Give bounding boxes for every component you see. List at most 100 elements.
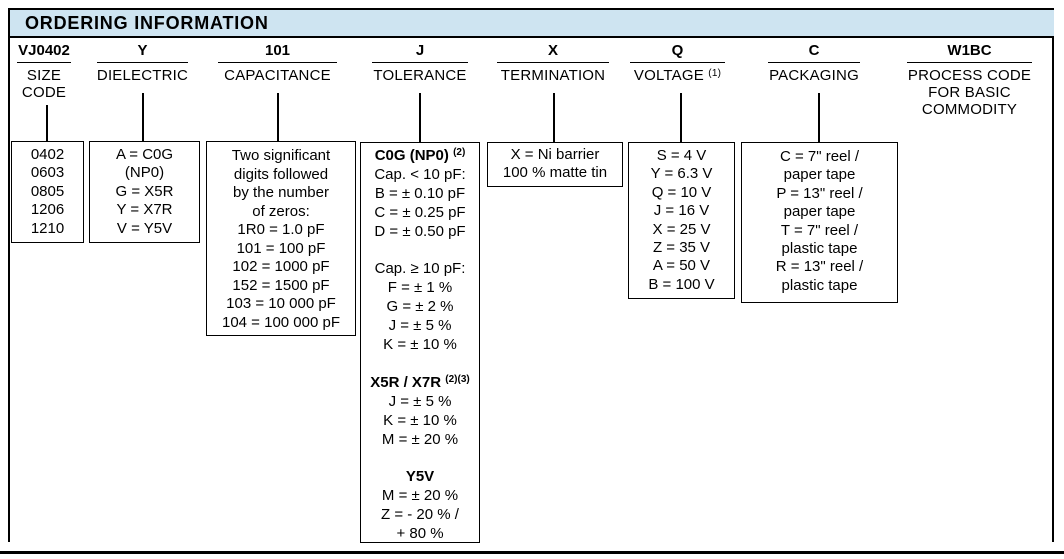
size-code-box: 0402 0603 0805 1206 1210	[11, 141, 84, 243]
box-line: T = 7" reel /	[780, 221, 859, 239]
part-label-packaging: PACKAGING	[769, 67, 859, 84]
box-line: paper tape	[783, 203, 856, 221]
box-line: C = 7" reel /	[779, 148, 860, 165]
voltage-footnote-marker: (1)	[708, 68, 722, 79]
box-line	[361, 355, 479, 374]
box-line: 100 % matte tin	[502, 164, 608, 182]
box-line: C = ± 0.25 pF	[374, 203, 466, 221]
box-line: (NP0)	[124, 164, 165, 182]
box-line: K = ± 10 %	[383, 336, 457, 354]
box-line: X5R / X7R (2)(3)	[370, 373, 470, 391]
box-line: A = C0G	[115, 146, 174, 163]
voltage-label-text: VOLTAGE	[633, 67, 704, 84]
part-label-process: PROCESS CODE FOR BASIC COMMODITY	[907, 67, 1032, 118]
box-line: paper tape	[783, 166, 856, 184]
column-termination: X TERMINATION	[497, 42, 609, 84]
box-line: 152 = 1500 pF	[232, 276, 330, 294]
section-title: ORDERING INFORMATION	[25, 12, 269, 33]
box-line: digits followed	[233, 165, 329, 183]
box-line: K = ± 10 %	[383, 411, 457, 429]
connector-voltage	[680, 93, 682, 143]
column-voltage: Q VOLTAGE (1)	[630, 42, 725, 86]
box-line: 0402	[30, 146, 65, 163]
box-line: A = 50 V	[652, 257, 711, 275]
part-code-packaging: C	[768, 42, 860, 63]
box-line: 102 = 1000 pF	[232, 258, 330, 275]
connector-tolerance	[419, 93, 421, 143]
box-line: P = 13" reel /	[776, 184, 863, 202]
connector-packaging	[818, 93, 820, 143]
part-label-size: SIZE CODE	[21, 67, 67, 101]
part-label-dielectric: DIELECTRIC	[96, 67, 189, 84]
connector-termination	[553, 93, 555, 143]
column-capacitance: 101 CAPACITANCE	[218, 42, 337, 84]
box-line: Z = - 20 % /	[381, 506, 459, 524]
capacitance-box: Two significant digits followed by the num…	[206, 141, 356, 336]
box-line: 0603	[30, 164, 65, 182]
box-line: J = ± 5 %	[388, 392, 452, 410]
part-code-voltage: Q	[630, 42, 725, 63]
box-line: 1210	[30, 219, 65, 237]
column-process-code: W1BC PROCESS CODE FOR BASIC COMMODITY	[907, 42, 1032, 118]
dielectric-box: A = C0G (NP0) G = X5R Y = X7R V = Y5V	[89, 141, 200, 243]
column-dielectric: Y DIELECTRIC	[97, 42, 188, 84]
box-line: J = 16 V	[653, 202, 710, 220]
box-line: B = ± 0.10 pF	[374, 184, 466, 202]
part-code-size: VJ0402	[17, 42, 71, 63]
box-line: D = ± 0.50 pF	[374, 222, 466, 240]
box-line: S = 4 V	[656, 147, 707, 164]
box-line: M = ± 20 %	[381, 430, 459, 448]
part-code-process: W1BC	[907, 42, 1032, 63]
box-line: 101 = 100 pF	[236, 239, 326, 257]
box-line	[361, 450, 479, 469]
box-line: 104 = 100 000 pF	[221, 313, 340, 331]
part-code-capacitance: 101	[218, 42, 337, 63]
box-line: plastic tape	[781, 276, 858, 294]
tolerance-box: C0G (NP0) (2) Cap. < 10 pF: B = ± 0.10 pF C…	[360, 142, 480, 543]
box-line: 1206	[30, 201, 65, 219]
box-line: C0G (NP0) (2)	[374, 147, 466, 164]
box-line: B = 100 V	[648, 275, 715, 293]
part-code-termination: X	[497, 42, 609, 63]
box-line: by the number	[233, 184, 329, 201]
box-line: Q = 10 V	[651, 183, 712, 201]
part-label-tolerance: TOLERANCE	[373, 67, 467, 84]
box-line: Two significant	[231, 147, 331, 164]
box-line: plastic tape	[781, 240, 858, 258]
box-line: R = 13" reel /	[775, 258, 864, 276]
box-line: Z = 35 V	[652, 239, 711, 257]
box-line: M = ± 20 %	[381, 487, 459, 505]
connector-capacitance	[277, 93, 279, 142]
column-size-code: VJ0402 SIZE CODE	[17, 42, 71, 101]
box-line: X = 25 V	[652, 220, 711, 238]
part-code-tolerance: J	[372, 42, 468, 63]
box-line: X = Ni barrier	[510, 146, 600, 163]
box-line: V = Y5V	[116, 219, 173, 237]
packaging-box: C = 7" reel / paper tape P = 13" reel / pap…	[741, 142, 898, 303]
box-line: + 80 %	[396, 525, 444, 543]
bottom-rule	[0, 551, 1064, 554]
box-line: 1R0 = 1.0 pF	[237, 221, 325, 238]
box-line: of zeros:	[252, 202, 310, 220]
termination-box: X = Ni barrier 100 % matte tin	[487, 142, 623, 187]
footnote-marker: (2)	[453, 147, 466, 158]
part-code-dielectric: Y	[97, 42, 188, 63]
column-tolerance: J TOLERANCE	[372, 42, 468, 84]
box-line: Y5V	[405, 468, 435, 486]
box-line	[361, 242, 479, 261]
ordering-information-frame	[8, 8, 1054, 542]
footnote-marker: (2)(3)	[445, 373, 470, 385]
connector-dielectric	[142, 93, 144, 142]
box-line: 103 = 10 000 pF	[226, 295, 336, 312]
box-line: 0805	[30, 182, 65, 200]
box-line: J = ± 5 %	[388, 317, 452, 335]
section-header: ORDERING INFORMATION	[10, 10, 1054, 38]
box-line: Y = 6.3 V	[650, 165, 713, 183]
box-line: Y = X7R	[116, 201, 173, 219]
part-label-capacitance: CAPACITANCE	[224, 67, 331, 84]
box-line: F = ± 1 %	[387, 279, 453, 297]
part-label-voltage: VOLTAGE (1)	[634, 67, 721, 86]
column-packaging: C PACKAGING	[768, 42, 860, 84]
box-line: G = ± 2 %	[386, 298, 454, 316]
